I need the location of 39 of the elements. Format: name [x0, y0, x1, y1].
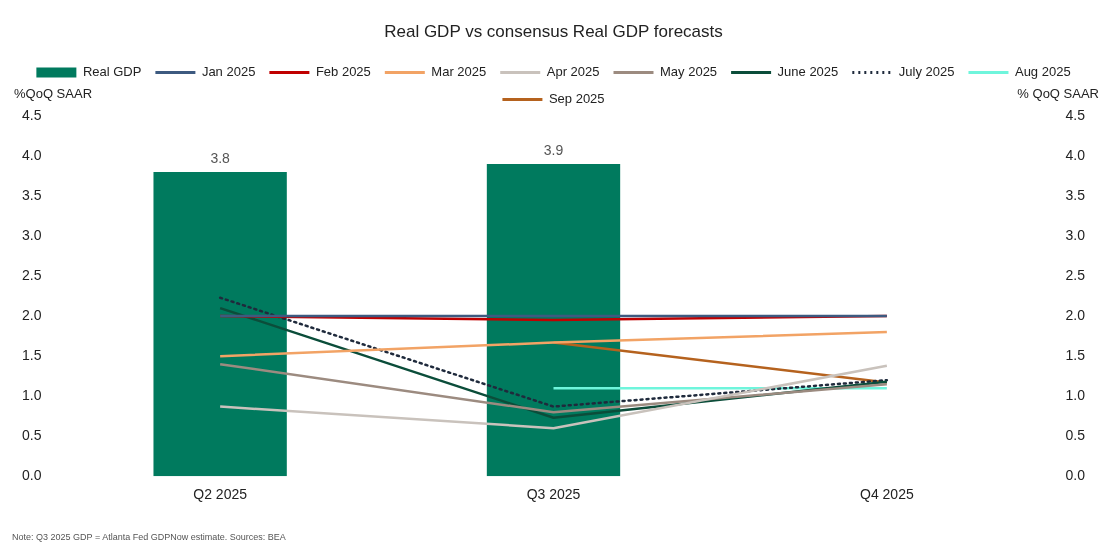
y-tick-label: 0.0 [21, 467, 42, 484]
x-tick-label: Q4 2025 [860, 486, 914, 503]
y2-tick-label: 3.0 [1065, 226, 1086, 243]
legend-label: Sep 2025 [548, 91, 605, 107]
y-tick-label: 3.0 [21, 226, 42, 243]
y2-tick-label: 4.0 [1065, 146, 1086, 163]
y2-tick-label: 3.5 [1065, 186, 1086, 203]
legend-label: Real GDP [82, 64, 142, 80]
y-tick-label: 3.5 [21, 186, 42, 203]
y-tick-label: 1.0 [21, 387, 42, 404]
legend-label: Jan 2025 [201, 64, 256, 80]
y2-axis-title: % QoQ SAAR [1017, 86, 1099, 101]
y2-tick-label: 2.0 [1065, 306, 1086, 323]
legend-label: Feb 2025 [315, 64, 371, 80]
y-tick-label: 4.0 [21, 146, 42, 163]
legend-label: June 2025 [777, 64, 839, 80]
legend-label: Mar 2025 [431, 64, 487, 80]
legend-label: May 2025 [660, 64, 718, 80]
legend-label: July 2025 [898, 64, 955, 80]
y-tick-label: 1.5 [21, 346, 42, 363]
y2-tick-label: 1.0 [1065, 387, 1086, 404]
legend-label: Apr 2025 [546, 64, 600, 80]
legend-label: Aug 2025 [1014, 64, 1071, 80]
y2-tick-label: 0.0 [1065, 467, 1086, 484]
y-tick-label: 4.5 [21, 106, 42, 123]
data-label: 3.9 [543, 141, 564, 158]
x-tick-label: Q3 2025 [526, 486, 581, 503]
y2-tick-label: 4.5 [1065, 106, 1086, 123]
data-label: 3.8 [210, 149, 231, 166]
text: Note: Q3 2025 GDP = Atlanta Fed GDPNow estimate. Sources: BEA [12, 532, 286, 542]
y2-tick-label: 0.5 [1065, 427, 1086, 444]
y-tick-label: 2.5 [21, 266, 42, 283]
y-tick-label: 0.5 [21, 427, 42, 444]
y-tick-label: 2.0 [21, 306, 42, 323]
x-tick-label: Q2 2025 [193, 486, 248, 503]
chart-title: Real GDP vs consensus Real GDP forecasts [383, 22, 724, 42]
y2-tick-label: 1.5 [1065, 346, 1086, 363]
y2-tick-label: 2.5 [1065, 266, 1086, 283]
y-axis-title: %QoQ SAAR [14, 86, 93, 101]
